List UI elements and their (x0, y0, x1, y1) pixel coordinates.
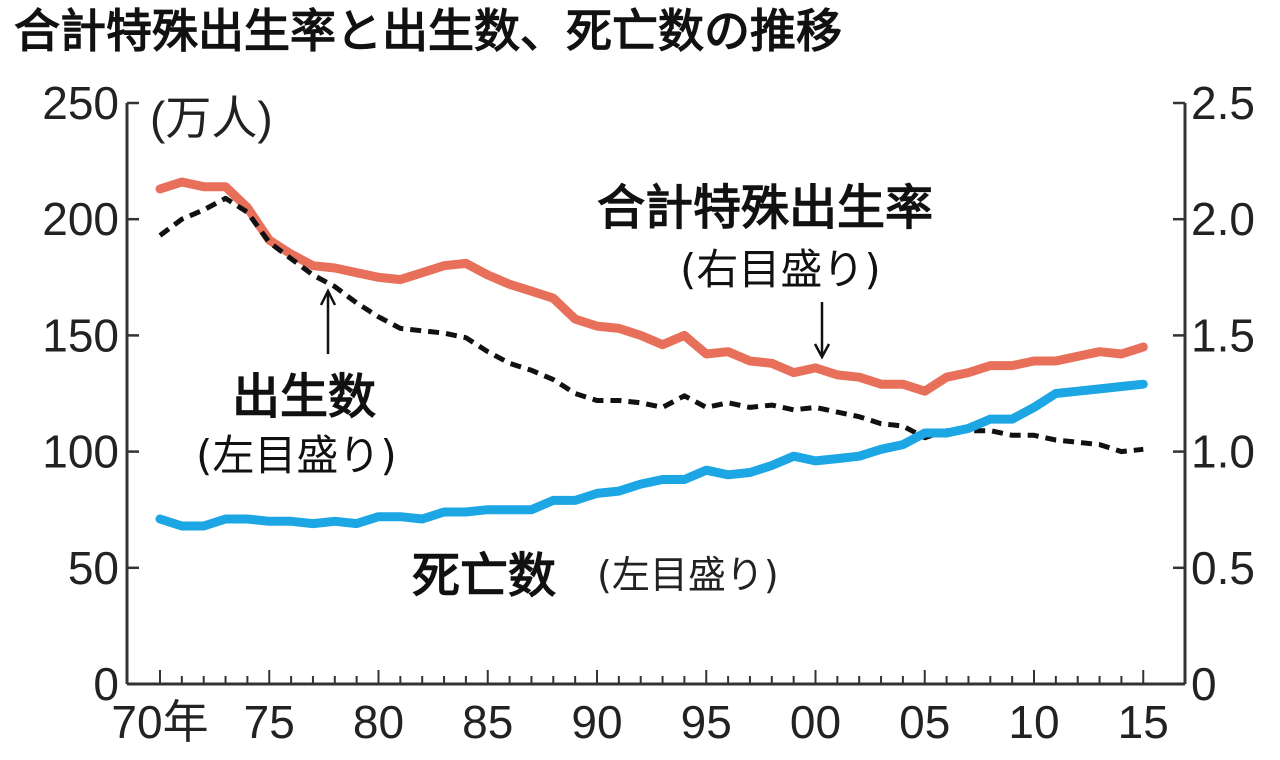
x-tick-label: 05 (899, 696, 950, 748)
deaths-line (155, 379, 1148, 531)
series-group (155, 177, 1148, 531)
x-tick-label: 00 (790, 696, 841, 748)
births-annotation-label: 出生数 (232, 369, 376, 425)
left-tick-label: 250 (42, 77, 119, 129)
births-annotation-arrow (319, 288, 337, 354)
left-tick-label: 100 (42, 426, 119, 478)
axes-group (125, 103, 1187, 686)
x-tick-label: 85 (462, 696, 513, 748)
right-tick-label: 2.0 (1191, 193, 1255, 245)
deaths-annotation-label: 死亡数 (412, 548, 556, 604)
x-tick-label: 90 (571, 696, 622, 748)
left-tick-label: 200 (42, 193, 119, 245)
x-tick-label: 10 (1008, 696, 1059, 748)
rate-annotation-arrow (813, 302, 831, 360)
left-tick-label: 50 (68, 542, 119, 594)
left-axis-unit: (万人) (150, 92, 273, 144)
left-tick-label: 150 (42, 309, 119, 361)
right-tick-label: 0.5 (1191, 542, 1255, 594)
x-tick-label: 15 (1118, 696, 1169, 748)
right-tick-label: 0 (1191, 658, 1217, 710)
right-tick-label: 1.5 (1191, 309, 1255, 361)
deaths-annotation-scale: (左目盛り) (597, 553, 779, 597)
fertility-rate-line (155, 177, 1148, 396)
right-tick-label: 1.0 (1191, 426, 1255, 478)
x-tick-label: 80 (353, 696, 404, 748)
x-tick-label: 70年 (111, 696, 208, 748)
annotations-group: (万人) 合計特殊出生率 (右目盛り) 出生数 (左目盛り) 死亡数 (左目盛り… (150, 92, 933, 604)
rate-annotation-label: 合計特殊出生率 (597, 180, 933, 236)
x-tick-label: 95 (681, 696, 732, 748)
chart-title: 合計特殊出生率と出生数、死亡数の推移 (14, 4, 842, 58)
left-tick-label: 0 (93, 658, 119, 710)
x-tick-label: 75 (244, 696, 295, 748)
rate-annotation-scale: (右目盛り) (680, 245, 881, 294)
right-tick-label: 2.5 (1191, 77, 1255, 129)
births-annotation-scale: (左目盛り) (196, 431, 397, 480)
births-line (158, 195, 1144, 455)
